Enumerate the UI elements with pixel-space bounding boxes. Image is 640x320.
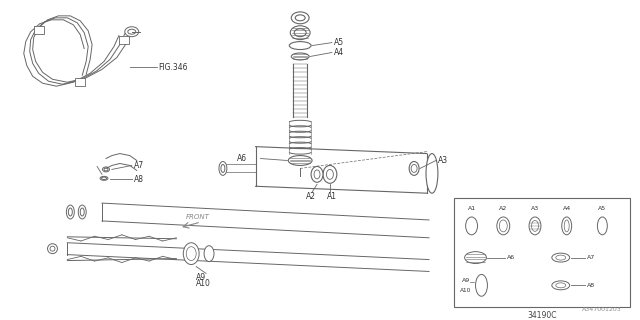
Ellipse shape — [204, 246, 214, 261]
Ellipse shape — [426, 154, 438, 193]
Bar — [76, 78, 85, 86]
Ellipse shape — [67, 205, 74, 219]
Ellipse shape — [125, 27, 139, 37]
Text: A347001203: A347001203 — [582, 307, 622, 312]
Ellipse shape — [532, 220, 538, 231]
Ellipse shape — [323, 165, 337, 183]
Bar — [34, 26, 44, 34]
Ellipse shape — [47, 244, 58, 254]
Text: A10: A10 — [460, 288, 471, 293]
Ellipse shape — [128, 29, 136, 34]
Ellipse shape — [466, 217, 477, 235]
Ellipse shape — [78, 205, 86, 219]
Ellipse shape — [80, 208, 84, 216]
Ellipse shape — [529, 217, 541, 235]
Bar — [454, 198, 630, 307]
Text: A3: A3 — [531, 205, 539, 211]
Text: A7: A7 — [586, 255, 595, 260]
Ellipse shape — [326, 169, 333, 179]
Ellipse shape — [102, 167, 109, 172]
Ellipse shape — [291, 26, 310, 40]
Ellipse shape — [552, 253, 570, 262]
Text: A4: A4 — [334, 48, 344, 57]
Ellipse shape — [499, 220, 508, 232]
Text: A5: A5 — [334, 38, 344, 47]
Text: A3: A3 — [438, 156, 448, 165]
Ellipse shape — [104, 168, 108, 171]
Ellipse shape — [102, 177, 106, 180]
Text: A6: A6 — [237, 154, 246, 163]
Ellipse shape — [183, 243, 199, 265]
Text: FRONT: FRONT — [186, 214, 210, 220]
Ellipse shape — [50, 246, 55, 251]
Ellipse shape — [597, 217, 607, 235]
Text: A2: A2 — [306, 192, 316, 201]
Text: A4: A4 — [563, 205, 571, 211]
Ellipse shape — [294, 29, 306, 37]
Text: A1: A1 — [468, 205, 476, 211]
Text: A9: A9 — [196, 273, 206, 282]
Bar — [119, 36, 129, 44]
Ellipse shape — [288, 156, 312, 165]
Ellipse shape — [465, 252, 486, 264]
Ellipse shape — [564, 220, 569, 232]
Ellipse shape — [476, 275, 488, 296]
Ellipse shape — [295, 15, 305, 21]
Text: A6: A6 — [508, 255, 515, 260]
Ellipse shape — [562, 217, 572, 235]
Ellipse shape — [411, 164, 417, 172]
Ellipse shape — [314, 170, 320, 179]
Ellipse shape — [186, 247, 196, 260]
Ellipse shape — [552, 281, 570, 290]
Ellipse shape — [497, 217, 509, 235]
Text: A2: A2 — [499, 205, 508, 211]
Ellipse shape — [100, 176, 108, 180]
Ellipse shape — [556, 255, 566, 260]
Ellipse shape — [291, 53, 309, 60]
Text: A1: A1 — [327, 192, 337, 201]
Ellipse shape — [219, 162, 227, 175]
Ellipse shape — [311, 166, 323, 182]
Text: A9: A9 — [461, 278, 470, 283]
Text: A8: A8 — [586, 283, 595, 288]
Ellipse shape — [68, 208, 72, 216]
Text: A8: A8 — [134, 175, 144, 184]
Text: FIG.346: FIG.346 — [159, 63, 188, 72]
Text: A7: A7 — [134, 161, 144, 170]
Ellipse shape — [289, 42, 311, 50]
Text: A5: A5 — [598, 205, 607, 211]
Ellipse shape — [556, 283, 566, 288]
Ellipse shape — [221, 164, 225, 172]
Ellipse shape — [409, 162, 419, 175]
Text: A10: A10 — [196, 279, 211, 288]
Ellipse shape — [291, 12, 309, 24]
Text: 34190C: 34190C — [527, 310, 557, 320]
